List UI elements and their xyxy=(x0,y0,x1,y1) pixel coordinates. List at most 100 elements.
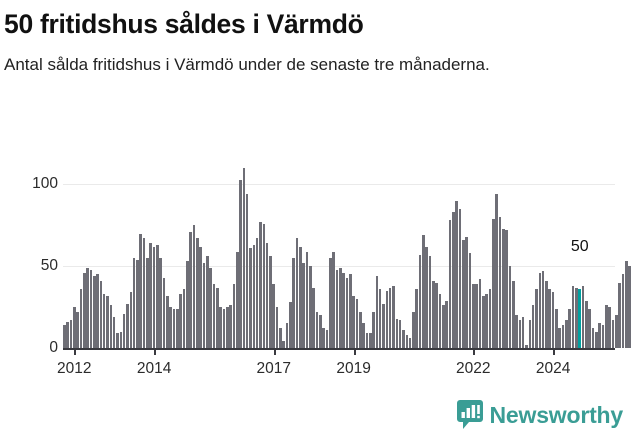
bar xyxy=(531,305,535,348)
bar xyxy=(478,279,482,348)
bar xyxy=(162,277,166,348)
bar xyxy=(472,284,475,348)
x-tick-label-2012: 2012 xyxy=(57,360,92,377)
bar xyxy=(515,315,518,348)
bar xyxy=(605,305,608,348)
bar xyxy=(86,267,89,348)
x-tick-mark-2019 xyxy=(353,348,356,355)
bar xyxy=(368,333,372,348)
x-tick-mark-2014 xyxy=(154,348,157,355)
bar xyxy=(428,256,432,348)
bar xyxy=(242,168,246,348)
bar xyxy=(462,240,465,348)
bar xyxy=(136,259,139,348)
bar xyxy=(505,230,508,348)
bar xyxy=(621,274,625,348)
bar xyxy=(322,328,325,348)
bar xyxy=(116,333,119,348)
bar xyxy=(309,266,312,348)
bar xyxy=(518,320,522,348)
bar xyxy=(76,312,79,348)
bar xyxy=(149,243,153,348)
bar xyxy=(63,325,66,348)
bar xyxy=(232,284,236,348)
bar xyxy=(272,284,276,348)
bar xyxy=(535,289,538,348)
x-tick-label-2022: 2022 xyxy=(456,360,491,377)
bar xyxy=(551,292,555,348)
bar xyxy=(89,269,93,348)
bar xyxy=(176,308,179,348)
bar xyxy=(628,266,631,348)
bar-highlighted xyxy=(578,289,581,348)
bar xyxy=(335,269,339,348)
bar xyxy=(395,318,399,348)
bar xyxy=(452,212,455,348)
bar xyxy=(96,274,99,348)
bar xyxy=(601,325,605,348)
bar xyxy=(402,330,405,348)
y-tick-label-50: 50 xyxy=(40,257,58,275)
bar xyxy=(495,194,498,348)
bar xyxy=(342,272,345,348)
bar xyxy=(209,267,212,348)
bar xyxy=(212,284,216,348)
bar xyxy=(488,289,492,348)
bar xyxy=(179,294,182,348)
bar xyxy=(591,328,595,348)
bar xyxy=(219,307,222,348)
bar xyxy=(69,320,73,348)
bar xyxy=(199,246,202,348)
bar xyxy=(382,303,385,348)
bar xyxy=(465,236,468,348)
bar xyxy=(508,266,512,348)
bar xyxy=(525,344,528,348)
bar xyxy=(302,262,305,348)
bar xyxy=(82,272,86,348)
bar xyxy=(455,200,458,348)
bar xyxy=(624,261,628,348)
x-tick-mark-2012 xyxy=(74,348,77,355)
bar xyxy=(249,248,252,348)
bar xyxy=(99,280,103,348)
bar xyxy=(132,258,136,348)
bar xyxy=(169,307,172,348)
bar xyxy=(565,320,568,348)
bar xyxy=(468,253,472,348)
bar xyxy=(422,235,425,348)
bar xyxy=(458,209,462,348)
bar xyxy=(575,287,578,348)
bar xyxy=(215,287,219,348)
bar xyxy=(355,298,359,348)
bar xyxy=(235,251,239,348)
bar xyxy=(255,238,259,348)
bar xyxy=(275,307,279,348)
bar xyxy=(365,333,369,348)
bar xyxy=(511,280,515,348)
bar xyxy=(358,312,362,348)
bar xyxy=(498,217,502,348)
bar xyxy=(585,300,588,348)
bar-chart-speech-bubble-icon xyxy=(456,400,483,430)
bar xyxy=(372,312,375,348)
bar xyxy=(362,323,365,348)
bar xyxy=(245,194,249,348)
bar xyxy=(252,244,256,348)
bar xyxy=(611,320,615,348)
bar xyxy=(92,276,96,348)
header: 50 fritidshus såldes i Värmdö Antal såld… xyxy=(0,0,631,77)
bar xyxy=(561,325,565,348)
footer: Newsworthy xyxy=(0,398,631,439)
x-tick-label-2014: 2014 xyxy=(136,360,172,377)
bar xyxy=(205,256,209,348)
logo-wordmark: Newsworthy xyxy=(489,401,624,428)
bar xyxy=(66,321,69,348)
bar xyxy=(425,246,429,348)
bar xyxy=(408,338,412,348)
bar xyxy=(172,308,176,348)
newsworthy-logo[interactable]: Newsworthy xyxy=(456,400,624,430)
bar xyxy=(292,258,296,348)
bar xyxy=(548,289,552,348)
bar xyxy=(192,225,196,348)
bar xyxy=(491,218,495,348)
